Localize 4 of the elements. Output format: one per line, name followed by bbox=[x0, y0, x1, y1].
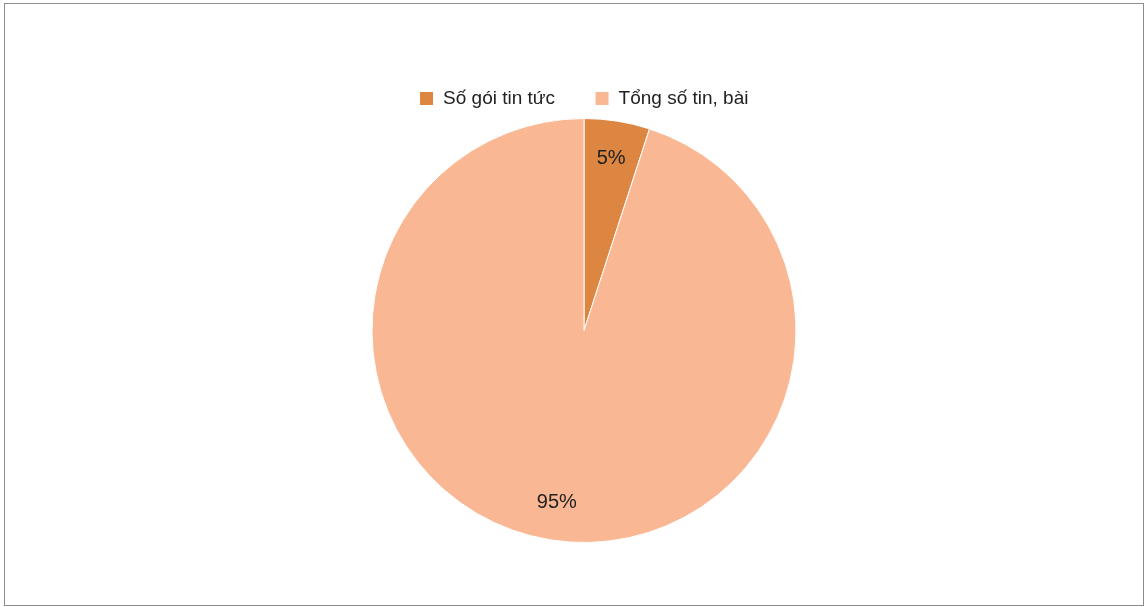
data-label: 5% bbox=[596, 146, 626, 169]
data-label: 95% bbox=[536, 489, 578, 512]
legend-label: Tổng số tin, bài bbox=[618, 86, 749, 108]
legend-label: Số gói tin tức bbox=[443, 86, 556, 108]
